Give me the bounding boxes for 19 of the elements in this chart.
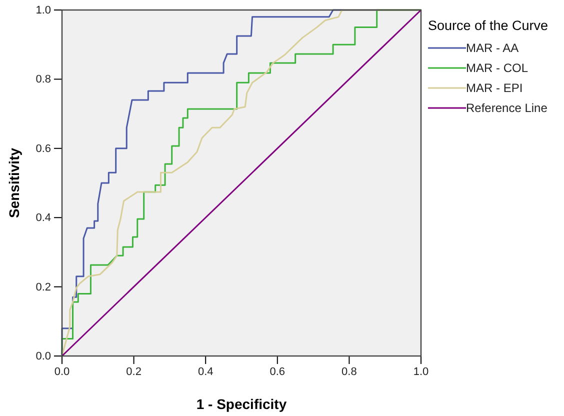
x-axis-title: 1 - Specificity — [196, 396, 287, 412]
legend-label: MAR - EPI — [466, 81, 523, 95]
x-tick-label: 1.0 — [413, 366, 429, 378]
legend-label: MAR - AA — [466, 41, 519, 55]
y-tick-label: 0.0 — [36, 350, 51, 363]
y-tick-label: 0.8 — [36, 74, 51, 86]
legend-title: Source of the Curve — [428, 18, 548, 33]
x-tick-label: 0.6 — [270, 366, 286, 378]
y-tick-label: 1.0 — [36, 4, 51, 17]
legend-label: Reference Line — [466, 101, 548, 115]
legend-label: MAR - COL — [466, 61, 528, 75]
x-tick-label: 0.0 — [54, 366, 70, 378]
y-tick-label: 0.2 — [36, 281, 51, 294]
y-axis-title: Sensitivity — [6, 148, 22, 218]
x-tick-label: 0.2 — [126, 366, 142, 378]
x-tick-label: 0.4 — [198, 366, 214, 378]
x-tick-label: 0.8 — [342, 366, 357, 378]
y-tick-label: 0.6 — [36, 142, 51, 155]
y-tick-label: 0.4 — [36, 212, 51, 224]
